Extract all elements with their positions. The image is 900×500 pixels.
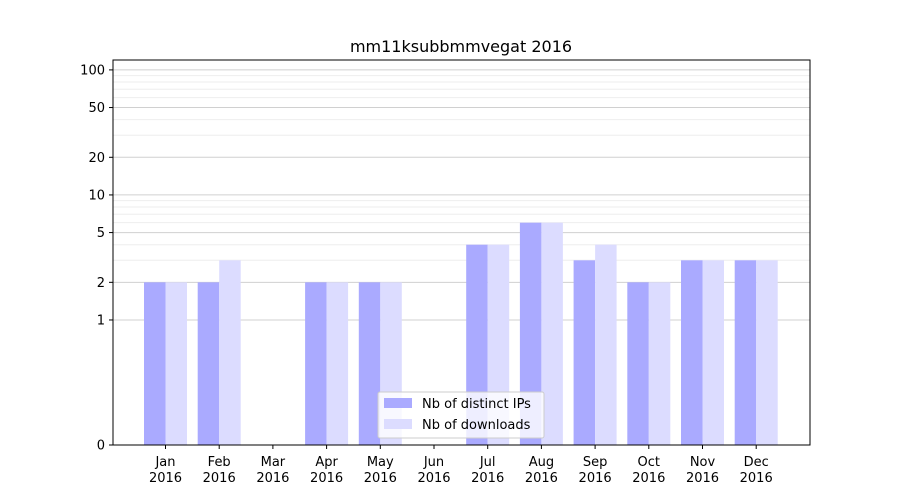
bar (519, 222, 542, 445)
x-tick-label-month: May (367, 455, 394, 470)
x-tick-label-year: 2016 (149, 471, 182, 486)
x-tick-label-month: Feb (208, 455, 231, 470)
y-tick-label: 100 (80, 63, 105, 78)
x-tick-label-month: Jul (479, 455, 496, 470)
x-tick-label-year: 2016 (579, 471, 612, 486)
bar (219, 260, 241, 445)
x-tick-label-year: 2016 (740, 471, 773, 486)
y-tick-label: 1 (97, 313, 105, 328)
x-tick-label-year: 2016 (525, 471, 558, 486)
legend-label: Nb of downloads (422, 418, 531, 433)
bar (734, 260, 757, 445)
bar (573, 260, 596, 445)
x-axis: Jan2016Feb2016Mar2016Apr2016May2016Jun20… (149, 445, 773, 486)
y-tick-label: 0 (97, 439, 105, 454)
x-tick-label-year: 2016 (417, 471, 450, 486)
bar (144, 282, 166, 445)
x-tick-label-month: Nov (690, 455, 716, 470)
bar (541, 222, 563, 445)
bar (595, 244, 617, 445)
legend-label: Nb of distinct IPs (422, 397, 531, 412)
bar (197, 282, 220, 445)
y-tick-label: 50 (88, 101, 105, 116)
x-tick-label-month: Mar (261, 455, 286, 470)
chart-title: mm11ksubbmmvegat 2016 (350, 37, 572, 56)
bar (326, 282, 349, 445)
x-tick-label-month: Jan (154, 455, 175, 470)
y-tick-label: 20 (88, 151, 105, 166)
x-tick-label-month: Jun (423, 455, 444, 470)
bar (648, 282, 671, 445)
x-tick-label-month: Aug (529, 455, 554, 470)
x-tick-label-year: 2016 (471, 471, 504, 486)
legend: Nb of distinct IPs Nb of downloads (377, 391, 545, 439)
bar (681, 260, 703, 445)
bar (702, 260, 724, 445)
x-tick-label-month: Oct (638, 455, 660, 470)
x-tick-label-month: Sep (583, 455, 608, 470)
x-tick-label-year: 2016 (686, 471, 719, 486)
x-tick-label-year: 2016 (256, 471, 289, 486)
bar (627, 282, 649, 445)
bar (358, 282, 381, 445)
bars (144, 222, 778, 445)
x-tick-label-month: Dec (744, 455, 769, 470)
plot-area (112, 59, 811, 446)
y-axis: 0 1 2 5 10 20 50 100 (80, 63, 113, 454)
x-tick-label-year: 2016 (364, 471, 397, 486)
x-tick-label-year: 2016 (632, 471, 665, 486)
x-tick-label-month: Apr (315, 455, 338, 470)
y-tick-label: 10 (88, 188, 105, 203)
y-tick-label: 5 (97, 226, 105, 241)
bar (305, 282, 327, 445)
legend-swatch (384, 398, 412, 408)
legend-box (377, 391, 545, 439)
bar (165, 282, 187, 445)
legend-swatch (384, 419, 412, 429)
x-tick-label-year: 2016 (310, 471, 343, 486)
x-tick-label-year: 2016 (203, 471, 236, 486)
y-tick-label: 2 (97, 276, 105, 291)
bar (756, 260, 778, 445)
